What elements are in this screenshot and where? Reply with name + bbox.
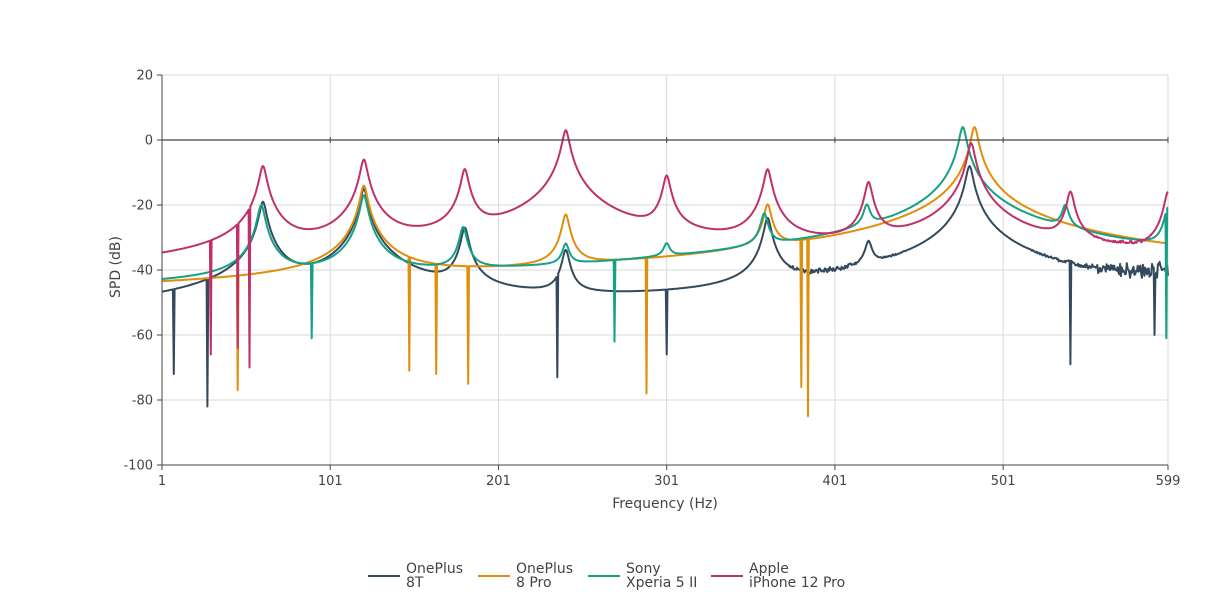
x-tick-label: 401 xyxy=(822,474,847,489)
y-tick-label: -80 xyxy=(132,394,153,409)
series-line xyxy=(161,126,1169,418)
x-axis-title: Frequency (Hz) xyxy=(612,496,718,512)
legend-label: OnePlus xyxy=(516,561,573,577)
y-axis-title: SPD (dB) xyxy=(108,236,124,298)
series-lines xyxy=(161,126,1169,418)
axes: 20 0 -20 -40 -60 -80 -100 1 101 201 301 401 501 599 xyxy=(123,69,1180,490)
legend-label: 8T xyxy=(406,575,424,591)
series-line xyxy=(161,126,1169,343)
legend-label: Apple xyxy=(749,561,789,577)
x-tick-label: 1 xyxy=(158,474,166,489)
y-tick-label: 20 xyxy=(136,69,153,84)
legend-label: OnePlus xyxy=(406,561,463,577)
x-tick-label: 501 xyxy=(991,474,1016,489)
y-tick-label: -100 xyxy=(123,459,153,474)
y-tick-label: 0 xyxy=(145,134,153,149)
x-tick-label: 599 xyxy=(1156,474,1181,489)
legend-label: Sony xyxy=(626,561,661,577)
x-tick-label: 201 xyxy=(486,474,511,489)
y-tick-label: -60 xyxy=(132,329,153,344)
legend-label: Xperia 5 II xyxy=(626,575,697,591)
series-line xyxy=(161,165,1169,408)
x-tick-label: 101 xyxy=(318,474,343,489)
y-tick-label: -40 xyxy=(132,264,153,279)
series-line xyxy=(161,129,1169,369)
legend-label: 8 Pro xyxy=(516,575,552,591)
x-tick-label: 301 xyxy=(654,474,679,489)
legend-label: iPhone 12 Pro xyxy=(749,575,845,591)
y-tick-label: -20 xyxy=(132,199,153,214)
